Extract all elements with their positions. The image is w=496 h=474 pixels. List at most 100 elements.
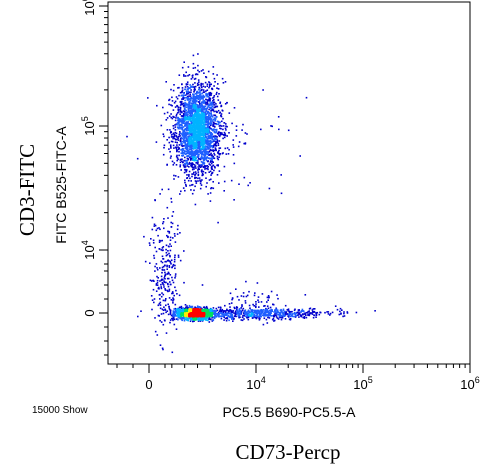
event-dot bbox=[249, 315, 252, 317]
event-dot bbox=[156, 279, 159, 282]
event-dot bbox=[193, 189, 195, 192]
event-dot bbox=[192, 135, 194, 138]
event-dot bbox=[172, 314, 175, 317]
event-dot bbox=[160, 321, 163, 323]
event-dot bbox=[316, 311, 319, 314]
event-dot bbox=[206, 307, 209, 310]
event-dot bbox=[240, 307, 242, 309]
event-dot bbox=[212, 109, 215, 111]
event-dot bbox=[218, 134, 220, 137]
event-dot bbox=[170, 146, 172, 148]
event-dot bbox=[211, 87, 213, 90]
event-dot bbox=[223, 319, 225, 321]
event-dot bbox=[205, 150, 208, 153]
event-dot bbox=[185, 129, 188, 132]
event-dot bbox=[186, 155, 188, 158]
event-dot bbox=[169, 249, 172, 252]
event-dot bbox=[198, 306, 201, 308]
event-dot bbox=[291, 310, 293, 313]
event-dot bbox=[201, 307, 203, 310]
event-dot bbox=[194, 104, 196, 107]
event-dot bbox=[194, 309, 196, 312]
event-dot bbox=[212, 96, 215, 99]
event-dot bbox=[179, 113, 181, 115]
event-dot bbox=[168, 297, 171, 299]
event-dot bbox=[176, 112, 179, 114]
event-dot bbox=[208, 140, 210, 143]
event-dot bbox=[185, 133, 188, 135]
event-dot bbox=[190, 163, 193, 166]
event-dot bbox=[235, 288, 237, 290]
event-dot bbox=[196, 92, 198, 95]
event-dot bbox=[206, 156, 209, 158]
event-dot bbox=[245, 311, 247, 313]
event-dot bbox=[218, 147, 221, 149]
event-dot bbox=[214, 147, 217, 149]
event-dot bbox=[217, 221, 219, 224]
event-dot bbox=[155, 283, 158, 285]
event-dot bbox=[238, 183, 240, 185]
event-dot bbox=[196, 140, 199, 142]
event-dot bbox=[209, 200, 212, 202]
event-dot bbox=[194, 154, 197, 157]
event-dot bbox=[217, 109, 220, 112]
event-dot bbox=[183, 137, 186, 139]
event-dot bbox=[177, 87, 179, 89]
event-dot bbox=[203, 111, 205, 113]
event-dot bbox=[215, 135, 217, 137]
event-dot bbox=[308, 313, 311, 316]
event-dot bbox=[329, 314, 331, 316]
event-dot bbox=[182, 94, 185, 97]
event-dot bbox=[160, 283, 162, 286]
event-dot bbox=[170, 314, 173, 317]
event-dot bbox=[183, 129, 185, 132]
event-dot bbox=[193, 123, 196, 126]
event-dot bbox=[184, 156, 186, 159]
event-dot bbox=[179, 193, 181, 195]
event-dot bbox=[189, 115, 191, 117]
event-dot bbox=[208, 318, 210, 320]
event-dot bbox=[192, 141, 194, 144]
event-dot bbox=[156, 268, 159, 271]
event-dot bbox=[190, 78, 193, 80]
event-dot bbox=[206, 153, 208, 156]
event-dot bbox=[178, 310, 180, 312]
event-dot bbox=[217, 313, 220, 316]
event-dot bbox=[186, 313, 188, 316]
event-dot bbox=[300, 314, 303, 317]
event-dot bbox=[331, 311, 334, 314]
event-dot bbox=[203, 102, 206, 104]
event-dot bbox=[205, 116, 208, 118]
event-dot bbox=[240, 310, 243, 313]
event-dot bbox=[200, 70, 203, 72]
event-dot bbox=[208, 92, 210, 94]
event-dot bbox=[196, 110, 198, 112]
event-count-label: 15000 Show bbox=[32, 405, 88, 416]
event-dot bbox=[194, 147, 197, 149]
event-dot bbox=[175, 146, 178, 148]
event-dot bbox=[197, 64, 199, 67]
event-dot bbox=[224, 314, 227, 316]
event-dot bbox=[206, 120, 208, 123]
event-dot bbox=[210, 92, 212, 95]
event-dot bbox=[258, 306, 260, 308]
event-dot bbox=[213, 149, 216, 152]
event-dot bbox=[166, 111, 169, 114]
event-dot bbox=[187, 179, 190, 182]
event-dot bbox=[199, 126, 202, 128]
event-dot bbox=[224, 134, 227, 137]
event-dot bbox=[185, 134, 187, 137]
event-dot bbox=[168, 305, 170, 308]
event-dot bbox=[181, 124, 183, 126]
event-dot bbox=[216, 157, 219, 160]
event-dot bbox=[185, 125, 187, 127]
event-dot bbox=[224, 133, 226, 135]
event-dot bbox=[154, 199, 156, 201]
event-dot bbox=[179, 161, 182, 164]
event-dot bbox=[167, 303, 169, 306]
event-dot bbox=[189, 315, 192, 317]
event-dot bbox=[195, 122, 197, 124]
event-dot bbox=[327, 311, 330, 313]
event-dot bbox=[257, 299, 259, 301]
event-dot bbox=[289, 318, 292, 321]
